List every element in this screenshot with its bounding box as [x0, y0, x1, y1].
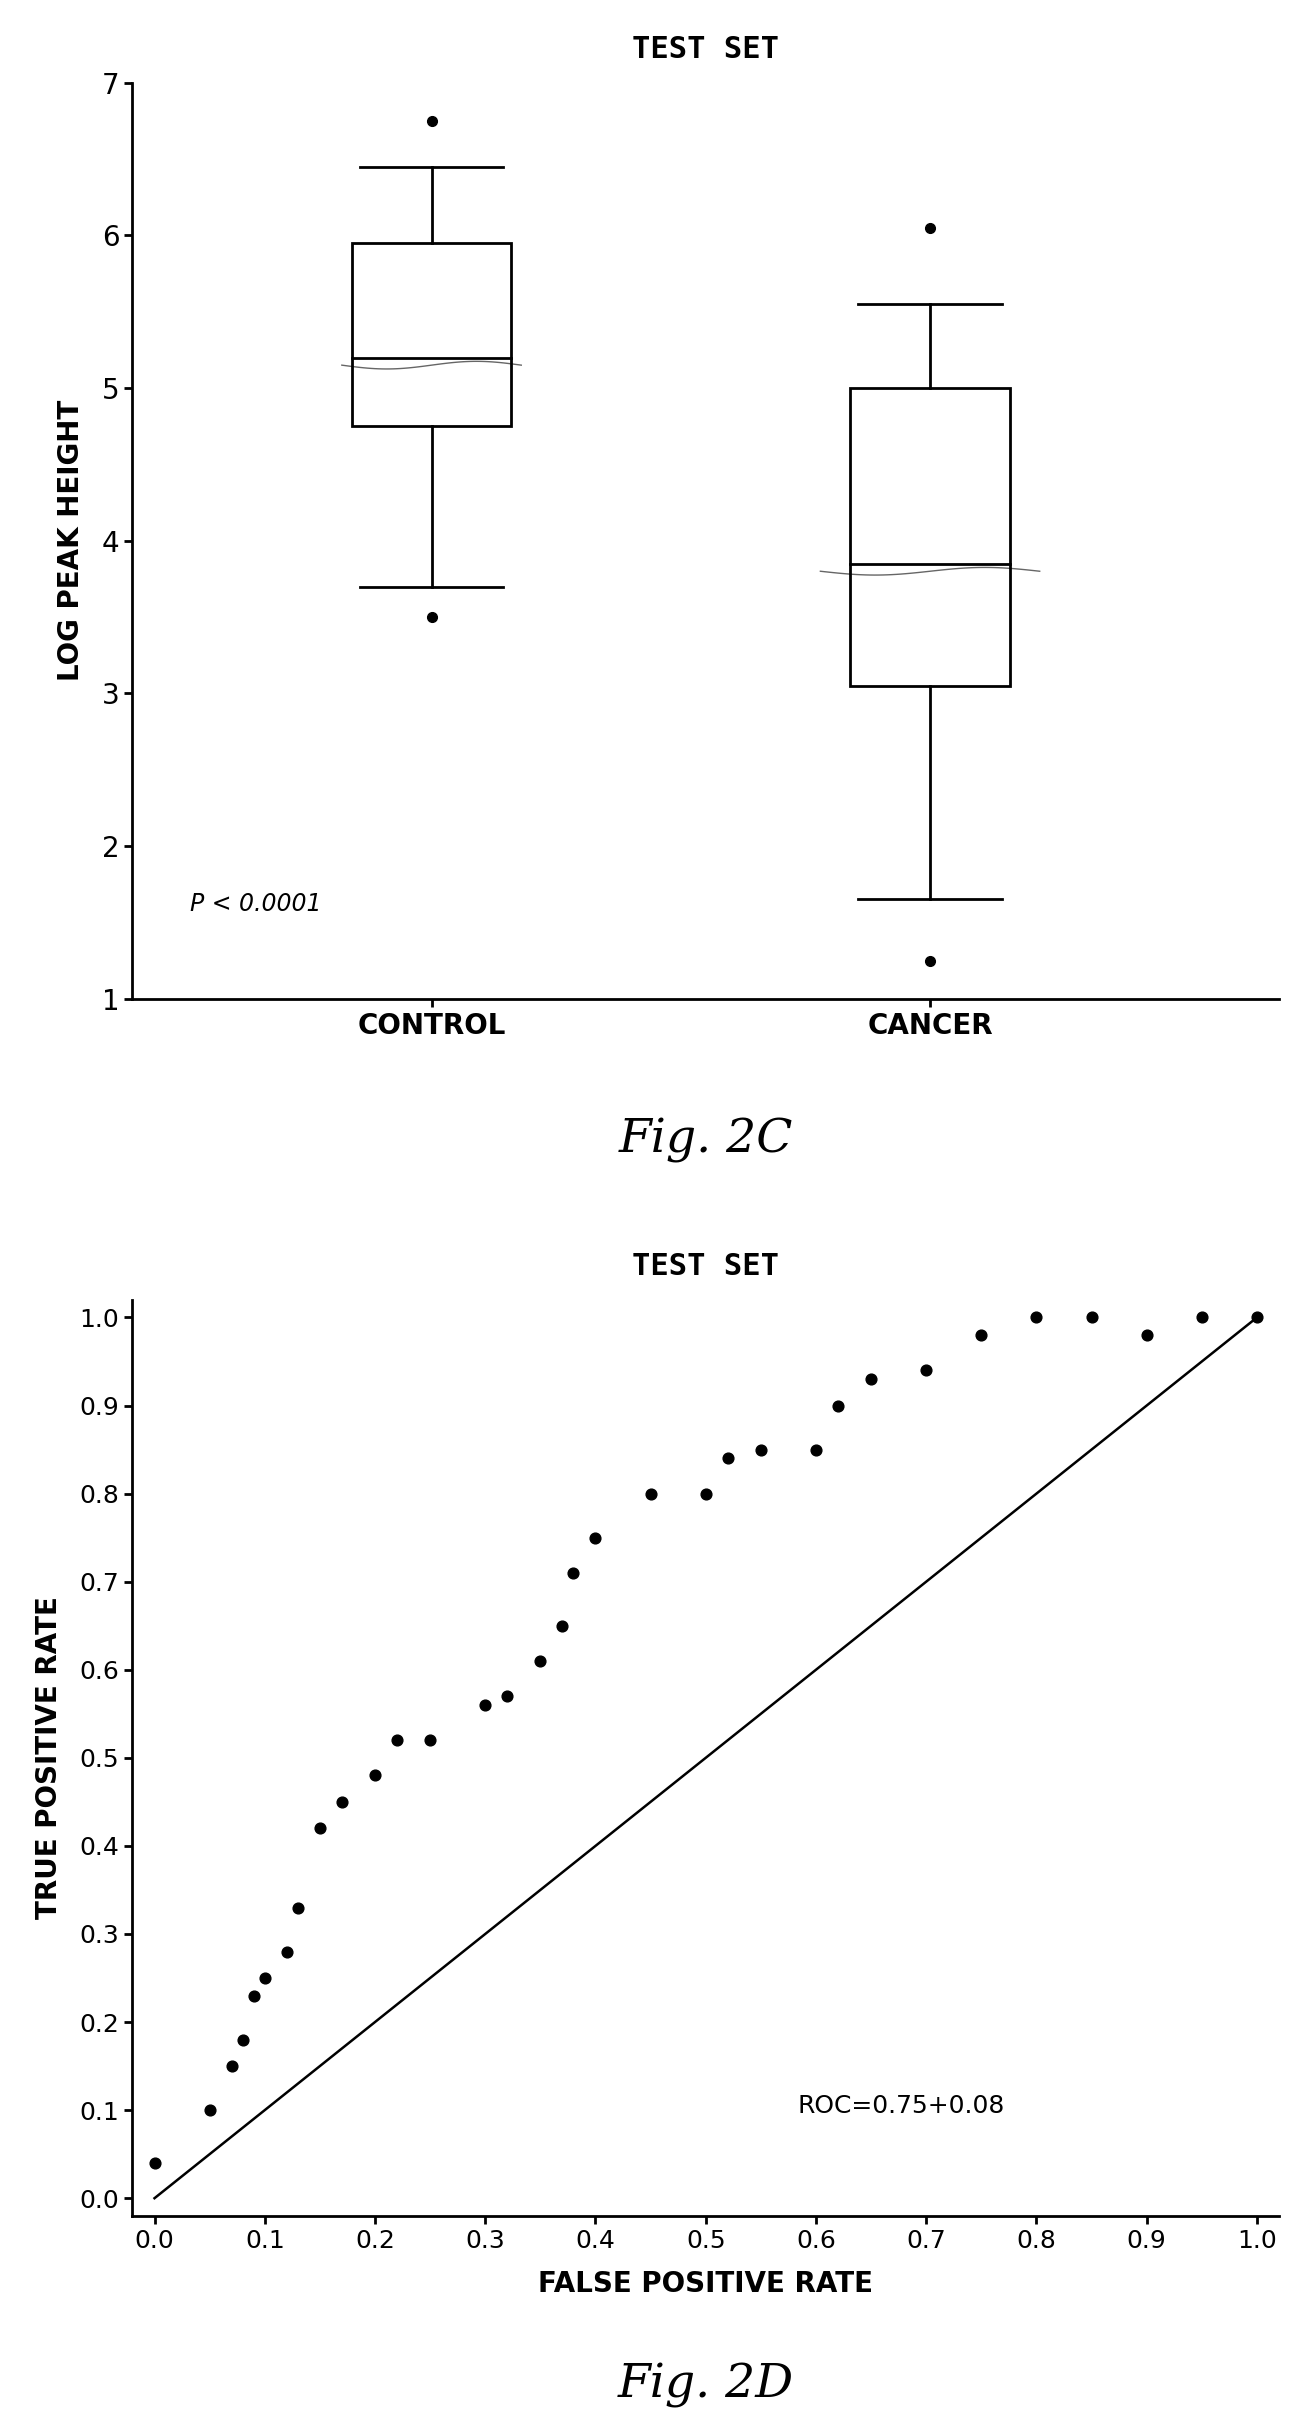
Text: P < 0.0001: P < 0.0001 — [189, 893, 322, 917]
Point — [276, 1931, 297, 1970]
Point — [828, 1386, 849, 1425]
Text: Fig. 2D: Fig. 2D — [618, 2361, 794, 2408]
Point — [497, 1676, 518, 1715]
Point — [640, 1474, 661, 1513]
Point — [474, 1685, 495, 1724]
Bar — [850, 389, 1009, 686]
Point — [861, 1359, 882, 1398]
Point — [750, 1430, 771, 1469]
Point — [145, 2143, 166, 2182]
Point — [805, 1430, 827, 1469]
Point — [1137, 1316, 1158, 1355]
Point — [200, 2092, 221, 2130]
Point — [419, 1722, 440, 1761]
Point — [916, 1350, 937, 1389]
Text: ROC=0.75+0.08: ROC=0.75+0.08 — [798, 2094, 1005, 2118]
Point — [254, 1958, 275, 1997]
Point — [717, 1440, 738, 1479]
Point — [386, 1722, 407, 1761]
Point — [331, 1783, 352, 1822]
Point — [1081, 1299, 1102, 1338]
Point — [1192, 1299, 1213, 1338]
Point — [562, 1554, 583, 1593]
X-axis label: FALSE POSITIVE RATE: FALSE POSITIVE RATE — [539, 2269, 874, 2298]
Text: Fig. 2C: Fig. 2C — [619, 1119, 792, 1162]
Point — [585, 1518, 606, 1556]
Point — [971, 1316, 992, 1355]
Title: TEST SET: TEST SET — [632, 1252, 779, 1282]
Y-axis label: LOG PEAK HEIGHT: LOG PEAK HEIGHT — [57, 401, 85, 681]
Point — [288, 1887, 309, 1926]
Title: TEST SET: TEST SET — [632, 34, 779, 63]
Point — [552, 1605, 573, 1644]
Point — [695, 1474, 716, 1513]
Bar — [352, 243, 511, 426]
Point — [364, 1756, 385, 1795]
Point — [309, 1809, 330, 1848]
Y-axis label: TRUE POSITIVE RATE: TRUE POSITIVE RATE — [34, 1595, 63, 1919]
Point — [233, 2021, 254, 2060]
Point — [1026, 1299, 1047, 1338]
Point — [530, 1642, 551, 1681]
Point — [243, 1977, 264, 2016]
Point — [1247, 1299, 1268, 1338]
Point — [221, 2048, 242, 2087]
